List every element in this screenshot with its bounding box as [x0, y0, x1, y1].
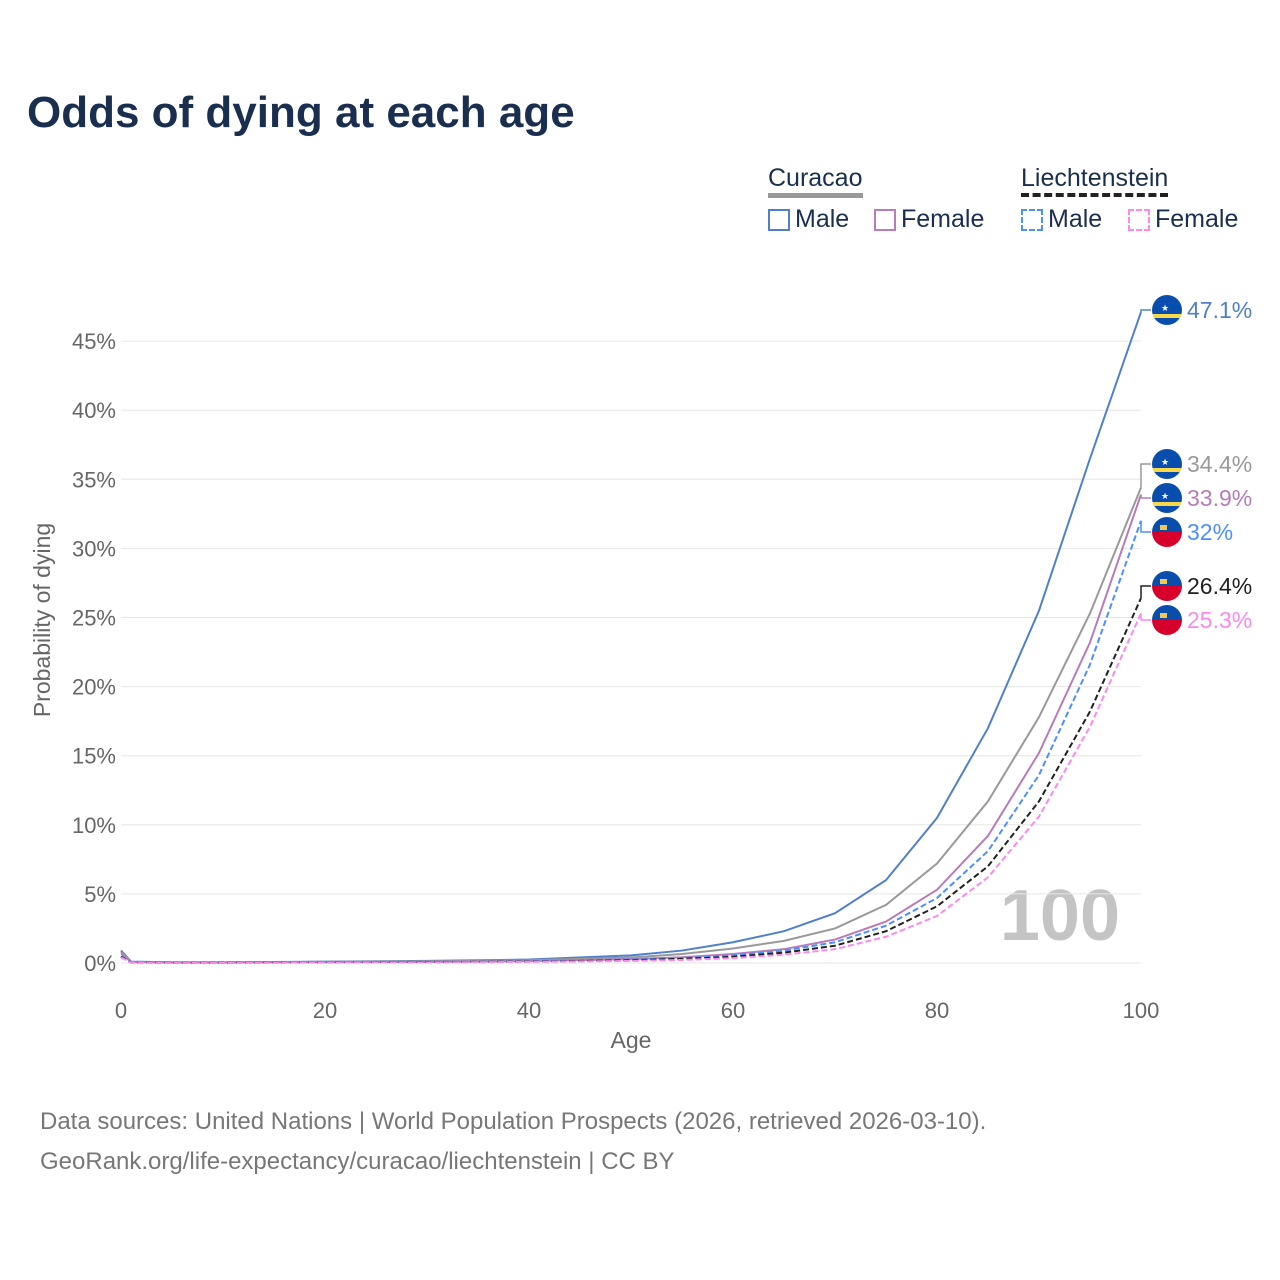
legend-liechtenstein-female[interactable]: Female: [1128, 205, 1238, 234]
y-tick-label: 5%: [84, 882, 116, 907]
liechtenstein-flag-icon: [1152, 605, 1182, 635]
end-value-label: 33.9%: [1187, 485, 1252, 511]
legend-label: Female: [901, 205, 985, 233]
x-tick-label: 20: [313, 998, 337, 1023]
legend-label: Male: [1048, 205, 1103, 233]
y-tick-label: 10%: [72, 813, 116, 838]
age-watermark: 100: [1000, 876, 1120, 956]
chart-title: Odds of dying at each age: [27, 88, 575, 137]
label-connector: [1140, 463, 1151, 488]
svg-text:★: ★: [1161, 491, 1169, 501]
y-tick-label: 20%: [72, 675, 116, 700]
legend-group-curacao: Curacao: [768, 164, 863, 198]
line-chart: 100 0% 5% 10% 15% 20% 25% 30% 35% 40% 45% 0 20 40 60 8…: [29, 295, 1252, 1053]
x-tick-label: 60: [721, 998, 745, 1023]
legend-label: Male: [795, 205, 850, 233]
y-tick-label: 15%: [72, 744, 116, 769]
label-connector: [1140, 520, 1151, 533]
end-value-label: 32%: [1187, 519, 1233, 545]
svg-text:★: ★: [1161, 457, 1169, 467]
y-tick-label: 35%: [72, 467, 116, 492]
label-connector: [1140, 585, 1151, 599]
legend-liechtenstein-male[interactable]: Male: [1021, 205, 1102, 234]
x-axis-label: Age: [611, 1027, 652, 1053]
legend-group-liechtenstein: Liechtenstein: [1021, 164, 1169, 197]
curacao-flag-icon: ★: [1152, 449, 1182, 479]
source-line-1: Data sources: United Nations | World Pop…: [40, 1108, 987, 1135]
end-value-label: 47.1%: [1187, 297, 1252, 323]
legend-label: Female: [1155, 205, 1239, 233]
svg-text:★: ★: [1161, 303, 1169, 313]
x-tick-label: 100: [1123, 998, 1160, 1023]
legend-swatch: [1021, 208, 1043, 231]
y-axis-label: Probability of dying: [29, 523, 55, 717]
series-line-liechtenstein-female: [120, 612, 1142, 964]
x-tick-label: 40: [517, 998, 541, 1023]
end-value-label: 25.3%: [1187, 607, 1252, 633]
liechtenstein-flag-icon: [1152, 571, 1182, 601]
end-value-label: 26.4%: [1187, 573, 1252, 599]
legend-swatch: [1128, 208, 1150, 231]
y-tick-label: 0%: [84, 951, 116, 976]
x-tick-label: 0: [115, 998, 127, 1023]
series-line-liechtenstein-male: [120, 520, 1142, 964]
y-tick-label: 45%: [72, 329, 116, 354]
end-value-label: 34.4%: [1187, 451, 1252, 477]
legend-curacao-male[interactable]: Male: [768, 205, 849, 234]
y-tick-label: 40%: [72, 398, 116, 423]
label-connector: [1140, 494, 1151, 499]
label-connector: [1140, 309, 1151, 313]
y-tick-label: 25%: [72, 606, 116, 631]
legend-swatch: [768, 208, 790, 231]
series-line-curacao: [120, 487, 1142, 964]
legend-curacao-female[interactable]: Female: [874, 205, 984, 234]
label-connector: [1140, 613, 1151, 621]
curacao-flag-icon: ★: [1152, 483, 1182, 513]
y-tick-label: 30%: [72, 536, 116, 561]
legend-swatch: [874, 208, 896, 231]
curacao-flag-icon: ★: [1152, 295, 1182, 325]
x-tick-label: 80: [925, 998, 949, 1023]
liechtenstein-flag-icon: [1152, 517, 1182, 547]
series-line-liechtenstein: [120, 597, 1142, 964]
source-line-2: GeoRank.org/life-expectancy/curacao/liec…: [40, 1148, 675, 1175]
